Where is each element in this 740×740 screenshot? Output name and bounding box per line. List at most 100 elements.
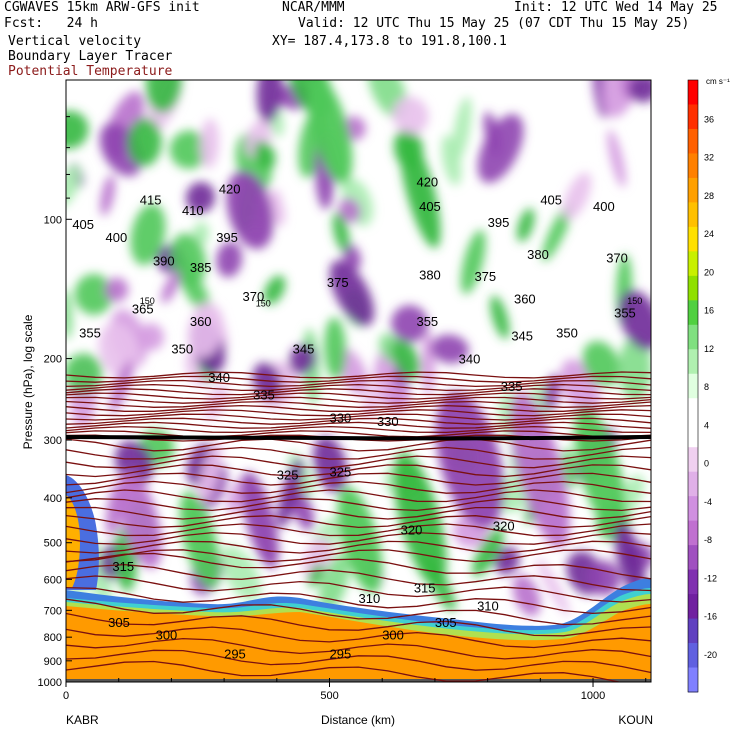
- colorbar-swatch: [688, 520, 698, 546]
- theta-contour-label: 395: [488, 215, 510, 230]
- updraft-cell: [130, 203, 166, 266]
- theta-contour: [66, 598, 651, 626]
- theta-contour-label: 340: [459, 352, 481, 367]
- colorbar-swatch: [688, 447, 698, 473]
- theta-contour-label: 355: [79, 325, 101, 340]
- theta-contour: [66, 438, 651, 452]
- theta-contour-label: 380: [419, 268, 441, 283]
- left-endpoint-label: KABR: [66, 713, 99, 727]
- updraft-cell: [490, 295, 510, 339]
- theta-contour-label: 350: [556, 325, 578, 340]
- theta-contour-label: 415: [140, 193, 162, 208]
- updraft-cell: [263, 275, 286, 305]
- colorbar-swatch: [688, 324, 698, 350]
- theta-contour-label: 335: [501, 379, 523, 394]
- terrain: [66, 679, 651, 682]
- theta-contour: [66, 649, 651, 674]
- velocity-streak: [118, 471, 162, 569]
- downdraft-cell: [161, 270, 181, 304]
- velocity-streak: [614, 521, 646, 599]
- field-boundary-layer-tracer: Boundary Layer Tracer: [8, 49, 173, 64]
- theta-contour: [66, 425, 651, 434]
- init-time: Init: 12 UTC Wed 14 May 25: [514, 0, 718, 15]
- theta-contour: [66, 563, 651, 592]
- y-tick-label: 300: [44, 435, 62, 447]
- theta-contour-label: 345: [511, 329, 533, 344]
- colorbar-swatch: [688, 422, 698, 448]
- tropopause-label: 150: [627, 296, 642, 306]
- theta-contour: [66, 540, 651, 554]
- field-potential-temperature: Potential Temperature: [8, 64, 173, 79]
- colorbar-swatch: [688, 349, 698, 375]
- downdraft-cell: [100, 174, 116, 216]
- theta-contour-label: 315: [112, 559, 134, 574]
- model-title: CGWAVES 15km ARW-GFS init: [4, 0, 200, 15]
- theta-contour-label: 340: [208, 370, 230, 385]
- theta-contour: [66, 413, 651, 421]
- forecast-hour: Fcst: 24 h: [4, 16, 98, 31]
- downdraft-cell: [392, 96, 429, 135]
- velocity-streak: [393, 452, 447, 588]
- updraft-cell: [516, 208, 535, 242]
- colorbar-swatch: [688, 569, 698, 595]
- theta-contour: [66, 388, 651, 396]
- y-tick-label: 800: [44, 632, 62, 644]
- boundary-layer-tracer-core: [66, 604, 651, 682]
- downdraft-cell: [629, 80, 651, 103]
- colorbar-label: 36: [704, 114, 714, 124]
- theta-contour-label: 370: [606, 251, 628, 266]
- updraft-cell: [74, 273, 114, 315]
- colorbar-swatch: [688, 667, 698, 693]
- updraft-cell: [254, 140, 276, 170]
- downdraft-cell: [199, 118, 220, 169]
- theta-contour-label: 310: [477, 598, 499, 613]
- updraft-cell: [66, 353, 103, 393]
- updraft-cell: [332, 212, 350, 252]
- theta-contour: [66, 379, 651, 388]
- colorbar-frame: [687, 79, 699, 693]
- theta-contour: [66, 480, 651, 494]
- updraft-cell: [460, 229, 486, 295]
- theta-contour-label: 375: [474, 269, 496, 284]
- downdraft-cell: [607, 129, 626, 188]
- downdraft-cell: [477, 114, 524, 183]
- velocity-streak: [307, 80, 353, 184]
- x-tick-label: 1000: [581, 690, 605, 702]
- updraft-cell: [127, 117, 162, 167]
- updraft-cell: [66, 110, 89, 149]
- theta-contour: [66, 383, 651, 392]
- theta-contour-label: 410: [182, 203, 204, 218]
- theta-contour: [66, 421, 651, 429]
- colorbar-label: 16: [704, 306, 714, 316]
- updraft-cell: [169, 130, 209, 169]
- theta-contour-label: 405: [419, 199, 441, 214]
- colorbar-swatch: [688, 202, 698, 228]
- theta-contour: [66, 514, 651, 529]
- tropopause-label: 150: [256, 298, 271, 308]
- downdraft-cell: [329, 260, 375, 327]
- plot-frame: [65, 79, 652, 683]
- theta-contour-label: 400: [106, 230, 128, 245]
- updraft-cell: [452, 96, 472, 163]
- downdraft-cell: [562, 172, 592, 220]
- downdraft-cell: [313, 436, 348, 493]
- theta-contour: [66, 498, 651, 512]
- right-endpoint-label: KOUN: [618, 713, 653, 727]
- theta-contour-label: 420: [416, 175, 438, 190]
- tropopause-label: 150: [140, 296, 155, 306]
- colorbar-swatch: [688, 643, 698, 669]
- velocity-streak: [399, 131, 441, 249]
- theta-contour: [66, 400, 651, 408]
- updraft-cell: [582, 340, 620, 386]
- theta-contour: [66, 371, 651, 379]
- y-tick-label: 400: [44, 493, 62, 505]
- theta-contour-label: 330: [330, 411, 352, 426]
- theta-contour: [66, 626, 651, 649]
- theta-contour: [66, 455, 651, 469]
- theta-contour-label: 380: [527, 247, 549, 262]
- theta-contour: [66, 375, 651, 383]
- theta-contour-label: 325: [277, 467, 299, 482]
- theta-contour-label: 400: [593, 199, 615, 214]
- colorbar-label: 4: [704, 420, 709, 430]
- theta-contour: [66, 523, 651, 537]
